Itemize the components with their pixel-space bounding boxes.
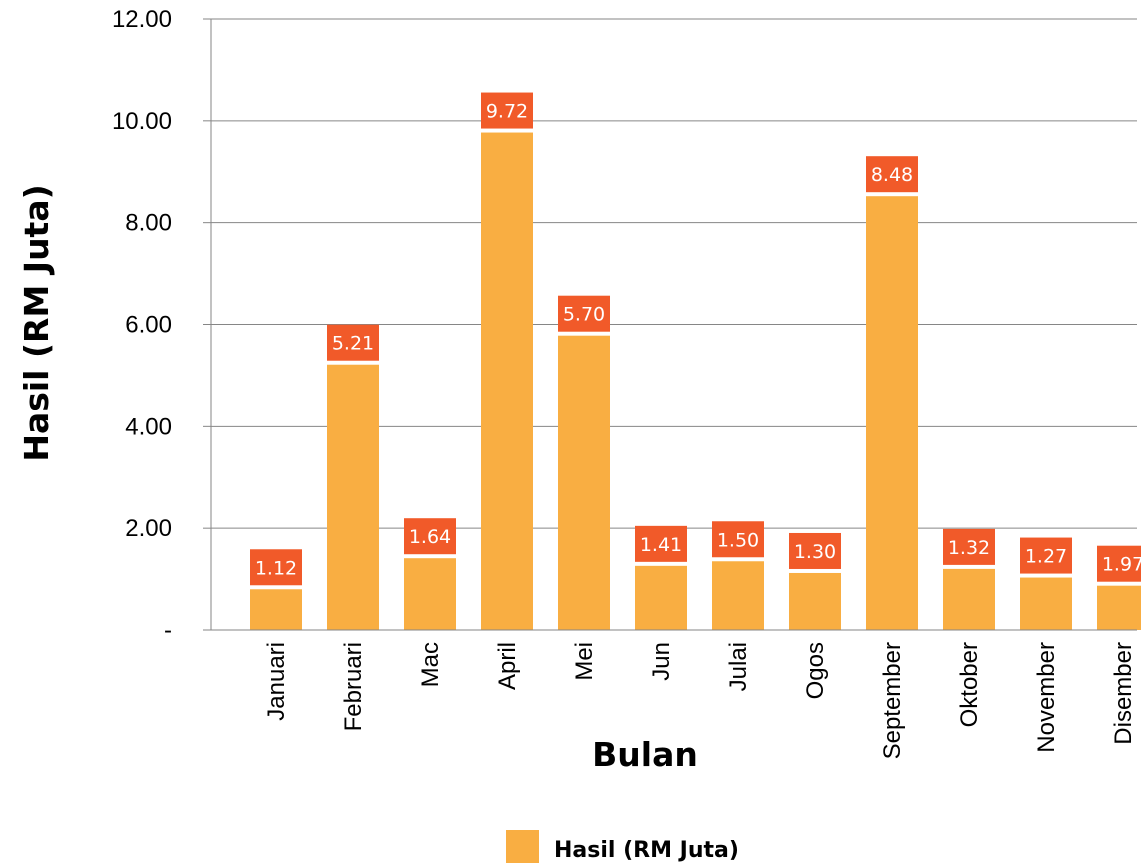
data-label: 1.27 [1025,546,1067,568]
x-tick-label: November [1033,642,1060,753]
data-label-box [327,324,379,361]
bar-jun [635,565,687,630]
data-label-box [943,528,995,565]
x-axis-title: Bulan [592,735,698,774]
data-label-box [404,518,456,555]
data-label-box [635,525,687,562]
data-label: 1.97 [1102,554,1141,576]
data-label: 9.72 [486,101,528,123]
x-tick-label: Januari [263,642,290,721]
data-label: 8.48 [871,164,913,186]
y-tick-label: 12.00 [112,6,172,33]
x-tick-label: Julai [725,642,752,691]
bar-februari [327,364,379,630]
bar-april [481,132,533,630]
bar-november [1020,577,1072,630]
bars [250,132,1141,630]
legend-swatch [506,830,539,863]
bar-julai [712,561,764,630]
data-label-box [481,92,533,129]
legend: Hasil (RM Juta) [506,830,739,863]
data-label: 1.30 [794,541,836,563]
bar-mac [404,558,456,630]
x-tick-label: Mac [417,642,444,687]
data-label: 5.21 [332,333,374,355]
bar-mei [558,335,610,630]
x-tick-label: Oktober [956,642,983,727]
data-label-box [712,521,764,558]
data-label-box [1020,537,1072,574]
x-tick-label: Ogos [802,642,829,699]
legend-label: Hasil (RM Juta) [554,838,739,863]
data-label: 1.12 [255,557,297,579]
x-tick-label: September [879,642,906,759]
x-tick-label: Mei [571,642,598,681]
y-tick-label: - [164,617,172,644]
data-label-box [250,549,302,586]
data-label: 1.64 [409,526,451,548]
y-tick-label: 6.00 [125,312,172,339]
data-label: 1.50 [717,529,759,551]
data-labels: 1.12 5.21 1.64 9.72 5.70 1.41 1.50 1.30 8.48 1.32… [250,92,1141,586]
y-tick-label: 8.00 [125,210,172,237]
x-tick-label: April [494,642,521,690]
bar-september [866,196,918,630]
data-label: 1.41 [640,534,682,556]
bar-disember [1097,585,1141,630]
y-tick-label: 2.00 [125,515,172,542]
y-axis-ticks: - 2.00 4.00 6.00 8.00 10.00 12.00 [112,6,211,644]
y-tick-label: 4.00 [125,413,172,440]
y-axis-title: Hasil (RM Juta) [17,184,56,461]
y-tick-label: 10.00 [112,108,172,135]
bar-ogos [789,572,841,630]
x-tick-label: Disember [1110,642,1137,745]
x-tick-label: Jun [648,642,675,681]
data-label: 5.70 [563,304,605,326]
data-label-box [1097,545,1141,582]
data-label-box [558,295,610,332]
x-axis-categories: Januari Februari Mac April Mei Jun Julai Ogos Se… [263,642,1137,759]
bar-januari [250,589,302,630]
x-tick-label: Februari [340,642,367,731]
data-label-box [789,532,841,569]
bar-oktober [943,568,995,630]
data-label: 1.32 [948,537,990,559]
data-label-box [866,156,918,193]
